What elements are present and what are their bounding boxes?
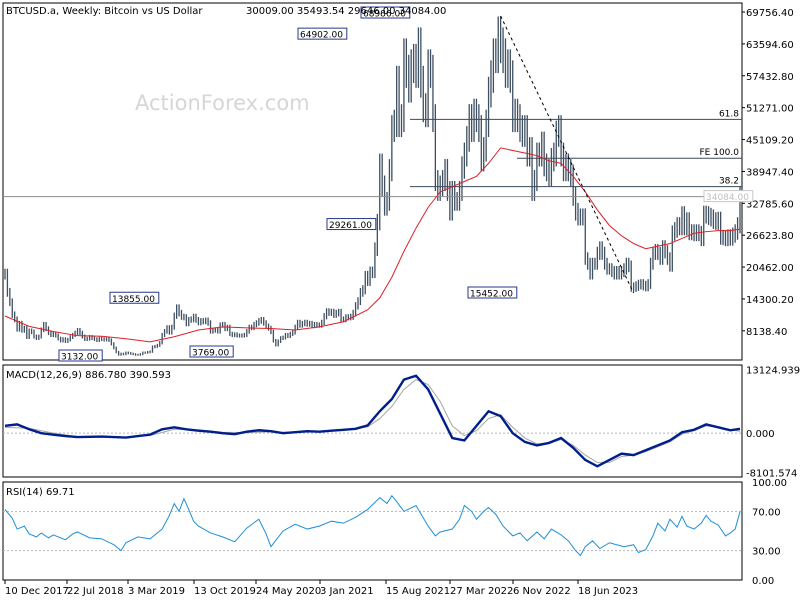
x-tick-label: 6 Nov 2022 — [513, 586, 571, 597]
rsi-tick-label: 0.00 — [752, 576, 774, 587]
price-tick-label: 51271.00 — [746, 104, 794, 115]
x-tick-label: 27 Mar 2022 — [450, 586, 513, 597]
price-tick-label: 26623.80 — [746, 231, 794, 242]
rsi-panel — [2, 481, 743, 581]
price-tick-label: 14300.20 — [746, 295, 794, 306]
price-label-box — [109, 291, 160, 304]
fib-level-label: 38.2 — [719, 177, 739, 187]
price-label: 34084.00 — [706, 193, 749, 203]
price-tick-label: 8138.40 — [746, 327, 787, 338]
price-label-box — [703, 190, 754, 203]
ohlc-readout: 30009.00 35493.54 29646.00 34084.00 — [246, 6, 446, 17]
price-label: 15452.00 — [470, 290, 513, 300]
macd-tick-label: 13124.939 — [746, 365, 800, 376]
price-tick-label: 20462.00 — [746, 263, 794, 274]
price-label: 3769.00 — [192, 349, 229, 359]
price-label: 68986.00 — [363, 10, 406, 20]
macd-tick-label: 0.000 — [746, 429, 775, 440]
price-label: 64902.00 — [300, 31, 343, 41]
x-tick-label: 22 Jul 2018 — [67, 586, 124, 597]
x-tick-label: 24 May 2020 — [256, 586, 321, 597]
price-tick-label: 57432.80 — [746, 72, 794, 83]
price-label: 3132.00 — [61, 353, 98, 363]
price-label-box — [360, 6, 411, 19]
x-tick-label: 3 Jan 2021 — [320, 586, 374, 597]
price-label-box — [189, 345, 234, 358]
moving-average-line — [4, 147, 741, 343]
x-tick-label: 3 Mar 2019 — [128, 586, 185, 597]
price-tick-label: 69756.40 — [746, 8, 794, 19]
fib-level-label: FE 100.0 — [700, 148, 740, 158]
price-label-box — [297, 27, 348, 40]
price-tick-label: 63594.60 — [746, 40, 794, 51]
rsi-line — [4, 494, 741, 557]
price-tick-label: 38947.40 — [746, 167, 794, 178]
macd-title: MACD(12,26,9) 886.780 390.593 — [6, 370, 171, 381]
x-tick-label: 15 Aug 2021 — [386, 586, 450, 597]
rsi-tick-label: 100.00 — [752, 478, 787, 489]
price-label: 29261.00 — [329, 221, 372, 231]
chart-title: BTCUSD.a, Weekly: Bitcoin vs US Dollar — [6, 6, 203, 17]
macd-line — [4, 374, 741, 468]
price-tick-label: 45109.20 — [746, 136, 794, 147]
rsi-tick-label: 70.00 — [752, 507, 781, 518]
fib-level-label: 61.8 — [719, 109, 739, 119]
watermark: ActionForex.com — [135, 91, 310, 115]
rsi-title: RSI(14) 69.71 — [6, 487, 75, 498]
macd-tick-label: -8101.574 — [746, 469, 797, 480]
price-label-box — [58, 349, 103, 362]
x-tick-label: 13 Oct 2019 — [194, 586, 256, 597]
price-label-box — [326, 218, 377, 231]
price-tick-label: 32785.60 — [746, 199, 794, 210]
price-label-box — [467, 286, 518, 299]
rsi-tick-label: 30.00 — [752, 547, 781, 558]
x-tick-label: 18 Jun 2023 — [578, 586, 638, 597]
price-panel — [2, 2, 743, 361]
x-tick-label: 10 Dec 2017 — [5, 586, 69, 597]
price-label: 13855.00 — [112, 295, 155, 305]
